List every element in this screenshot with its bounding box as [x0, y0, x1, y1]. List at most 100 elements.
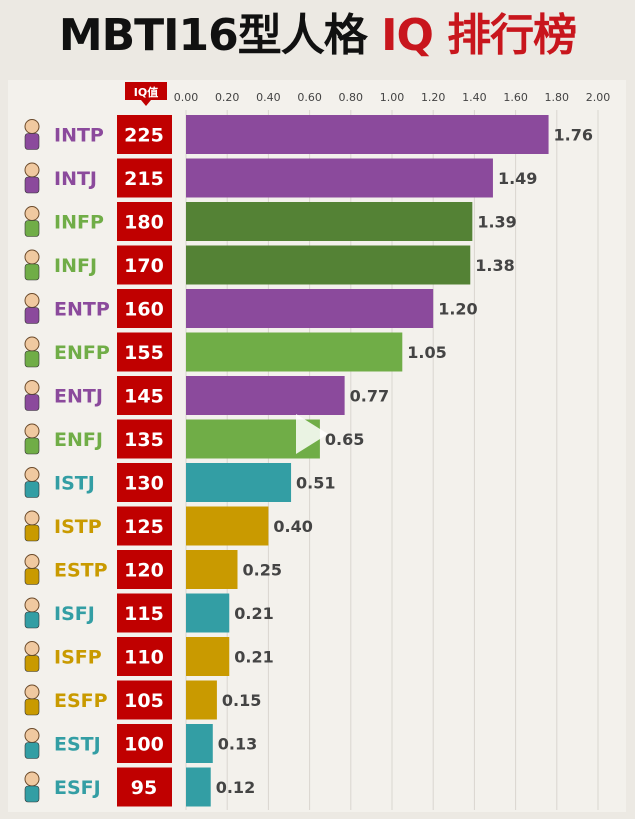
character-avatar-icon — [24, 380, 40, 395]
iq-value: 120 — [124, 560, 164, 582]
character-body-icon — [24, 220, 40, 237]
bar — [186, 289, 434, 328]
iq-box — [117, 724, 172, 763]
bar — [186, 332, 403, 372]
iq-value: 100 — [124, 734, 164, 756]
bar — [186, 463, 292, 502]
x-tick-label: 1.20 — [421, 91, 446, 104]
iq-value: 155 — [124, 342, 164, 364]
value-label: 0.40 — [273, 517, 312, 536]
character-body-icon — [24, 568, 40, 585]
type-label: INTP — [54, 125, 104, 147]
type-label: INFP — [54, 212, 104, 234]
type-label: ESTJ — [54, 734, 101, 756]
iq-value: 110 — [124, 647, 164, 669]
value-label: 1.76 — [554, 126, 593, 145]
bar — [186, 115, 549, 154]
type-label: ISFJ — [54, 603, 95, 625]
character-body-icon — [24, 481, 40, 498]
iq-box — [117, 463, 172, 502]
iq-box — [117, 419, 172, 459]
character-body-icon — [24, 307, 40, 324]
page-title: MBTI16型人格 IQ 排行榜 — [0, 0, 635, 72]
character-avatar-icon — [24, 510, 40, 526]
character-body-icon — [24, 394, 40, 411]
character-body-icon — [24, 437, 40, 455]
iq-box — [117, 115, 172, 154]
value-label: 0.51 — [296, 474, 335, 493]
title-part2: IQ 排行榜 — [381, 10, 577, 61]
iq-box — [117, 680, 172, 720]
type-label: ISFP — [54, 647, 102, 669]
value-label: 0.25 — [243, 561, 282, 580]
iq-box — [117, 202, 172, 241]
iq-box — [117, 289, 172, 328]
character-avatar-icon — [24, 554, 40, 569]
iq-value: 225 — [124, 125, 164, 147]
type-label: ENTJ — [54, 386, 103, 408]
character-avatar-icon — [24, 119, 40, 134]
x-tick-label: 0.00 — [174, 91, 199, 104]
bar — [186, 593, 230, 633]
x-tick-label: 0.80 — [339, 91, 364, 104]
character-avatar-icon — [24, 206, 40, 221]
type-label: ESTP — [54, 560, 108, 582]
character-avatar-icon — [24, 467, 40, 482]
value-label: 1.38 — [475, 256, 514, 275]
iq-box — [117, 158, 172, 198]
character-body-icon — [24, 785, 40, 803]
character-body-icon — [24, 133, 40, 150]
type-label: INFJ — [54, 255, 97, 277]
iq-value: 160 — [124, 299, 164, 321]
character-avatar-icon — [24, 162, 40, 178]
character-avatar-icon — [24, 423, 40, 439]
iq-value: 135 — [124, 429, 164, 451]
x-tick-label: 1.00 — [380, 91, 405, 104]
x-tick-label: 1.60 — [503, 91, 528, 104]
character-body-icon — [24, 176, 40, 194]
character-body-icon — [24, 524, 40, 542]
bar — [186, 767, 211, 807]
character-avatar-icon — [24, 641, 40, 656]
iq-value: 180 — [124, 212, 164, 234]
type-label: ISTP — [54, 516, 102, 538]
iq-box — [117, 245, 172, 285]
character-body-icon — [24, 350, 40, 368]
x-tick-label: 1.80 — [545, 91, 570, 104]
character-avatar-icon — [24, 293, 40, 308]
character-avatar-icon — [24, 336, 40, 352]
character-avatar-icon — [24, 728, 40, 743]
character-body-icon — [24, 655, 40, 672]
character-body-icon — [24, 263, 40, 281]
value-label: 1.49 — [498, 169, 537, 188]
iq-header: IQ值 — [134, 85, 158, 99]
x-tick-label: 0.40 — [256, 91, 281, 104]
type-label: INTJ — [54, 168, 97, 190]
value-label: 0.21 — [234, 604, 273, 623]
value-label: 0.77 — [350, 387, 389, 406]
iq-box — [117, 593, 172, 633]
bar — [186, 158, 493, 198]
x-tick-label: 1.40 — [462, 91, 487, 104]
type-label: ENTP — [54, 299, 110, 321]
type-label: ENFJ — [54, 429, 103, 451]
value-label: 0.21 — [234, 648, 273, 667]
value-label: 0.12 — [216, 778, 255, 797]
iq-value: 145 — [124, 386, 164, 408]
character-avatar-icon — [24, 771, 40, 787]
bar — [186, 506, 269, 546]
character-avatar-icon — [24, 597, 40, 613]
iq-box — [117, 506, 172, 546]
bar — [186, 680, 217, 720]
value-label: 1.39 — [477, 213, 516, 232]
play-icon[interactable] — [296, 414, 328, 454]
iq-box — [117, 332, 172, 372]
value-label: 0.15 — [222, 691, 261, 710]
character-body-icon — [24, 698, 40, 716]
type-label: ESFJ — [54, 777, 101, 799]
type-label: ENFP — [54, 342, 110, 364]
iq-value: 130 — [124, 473, 164, 495]
bar — [186, 202, 473, 241]
value-label: 0.65 — [325, 430, 364, 449]
